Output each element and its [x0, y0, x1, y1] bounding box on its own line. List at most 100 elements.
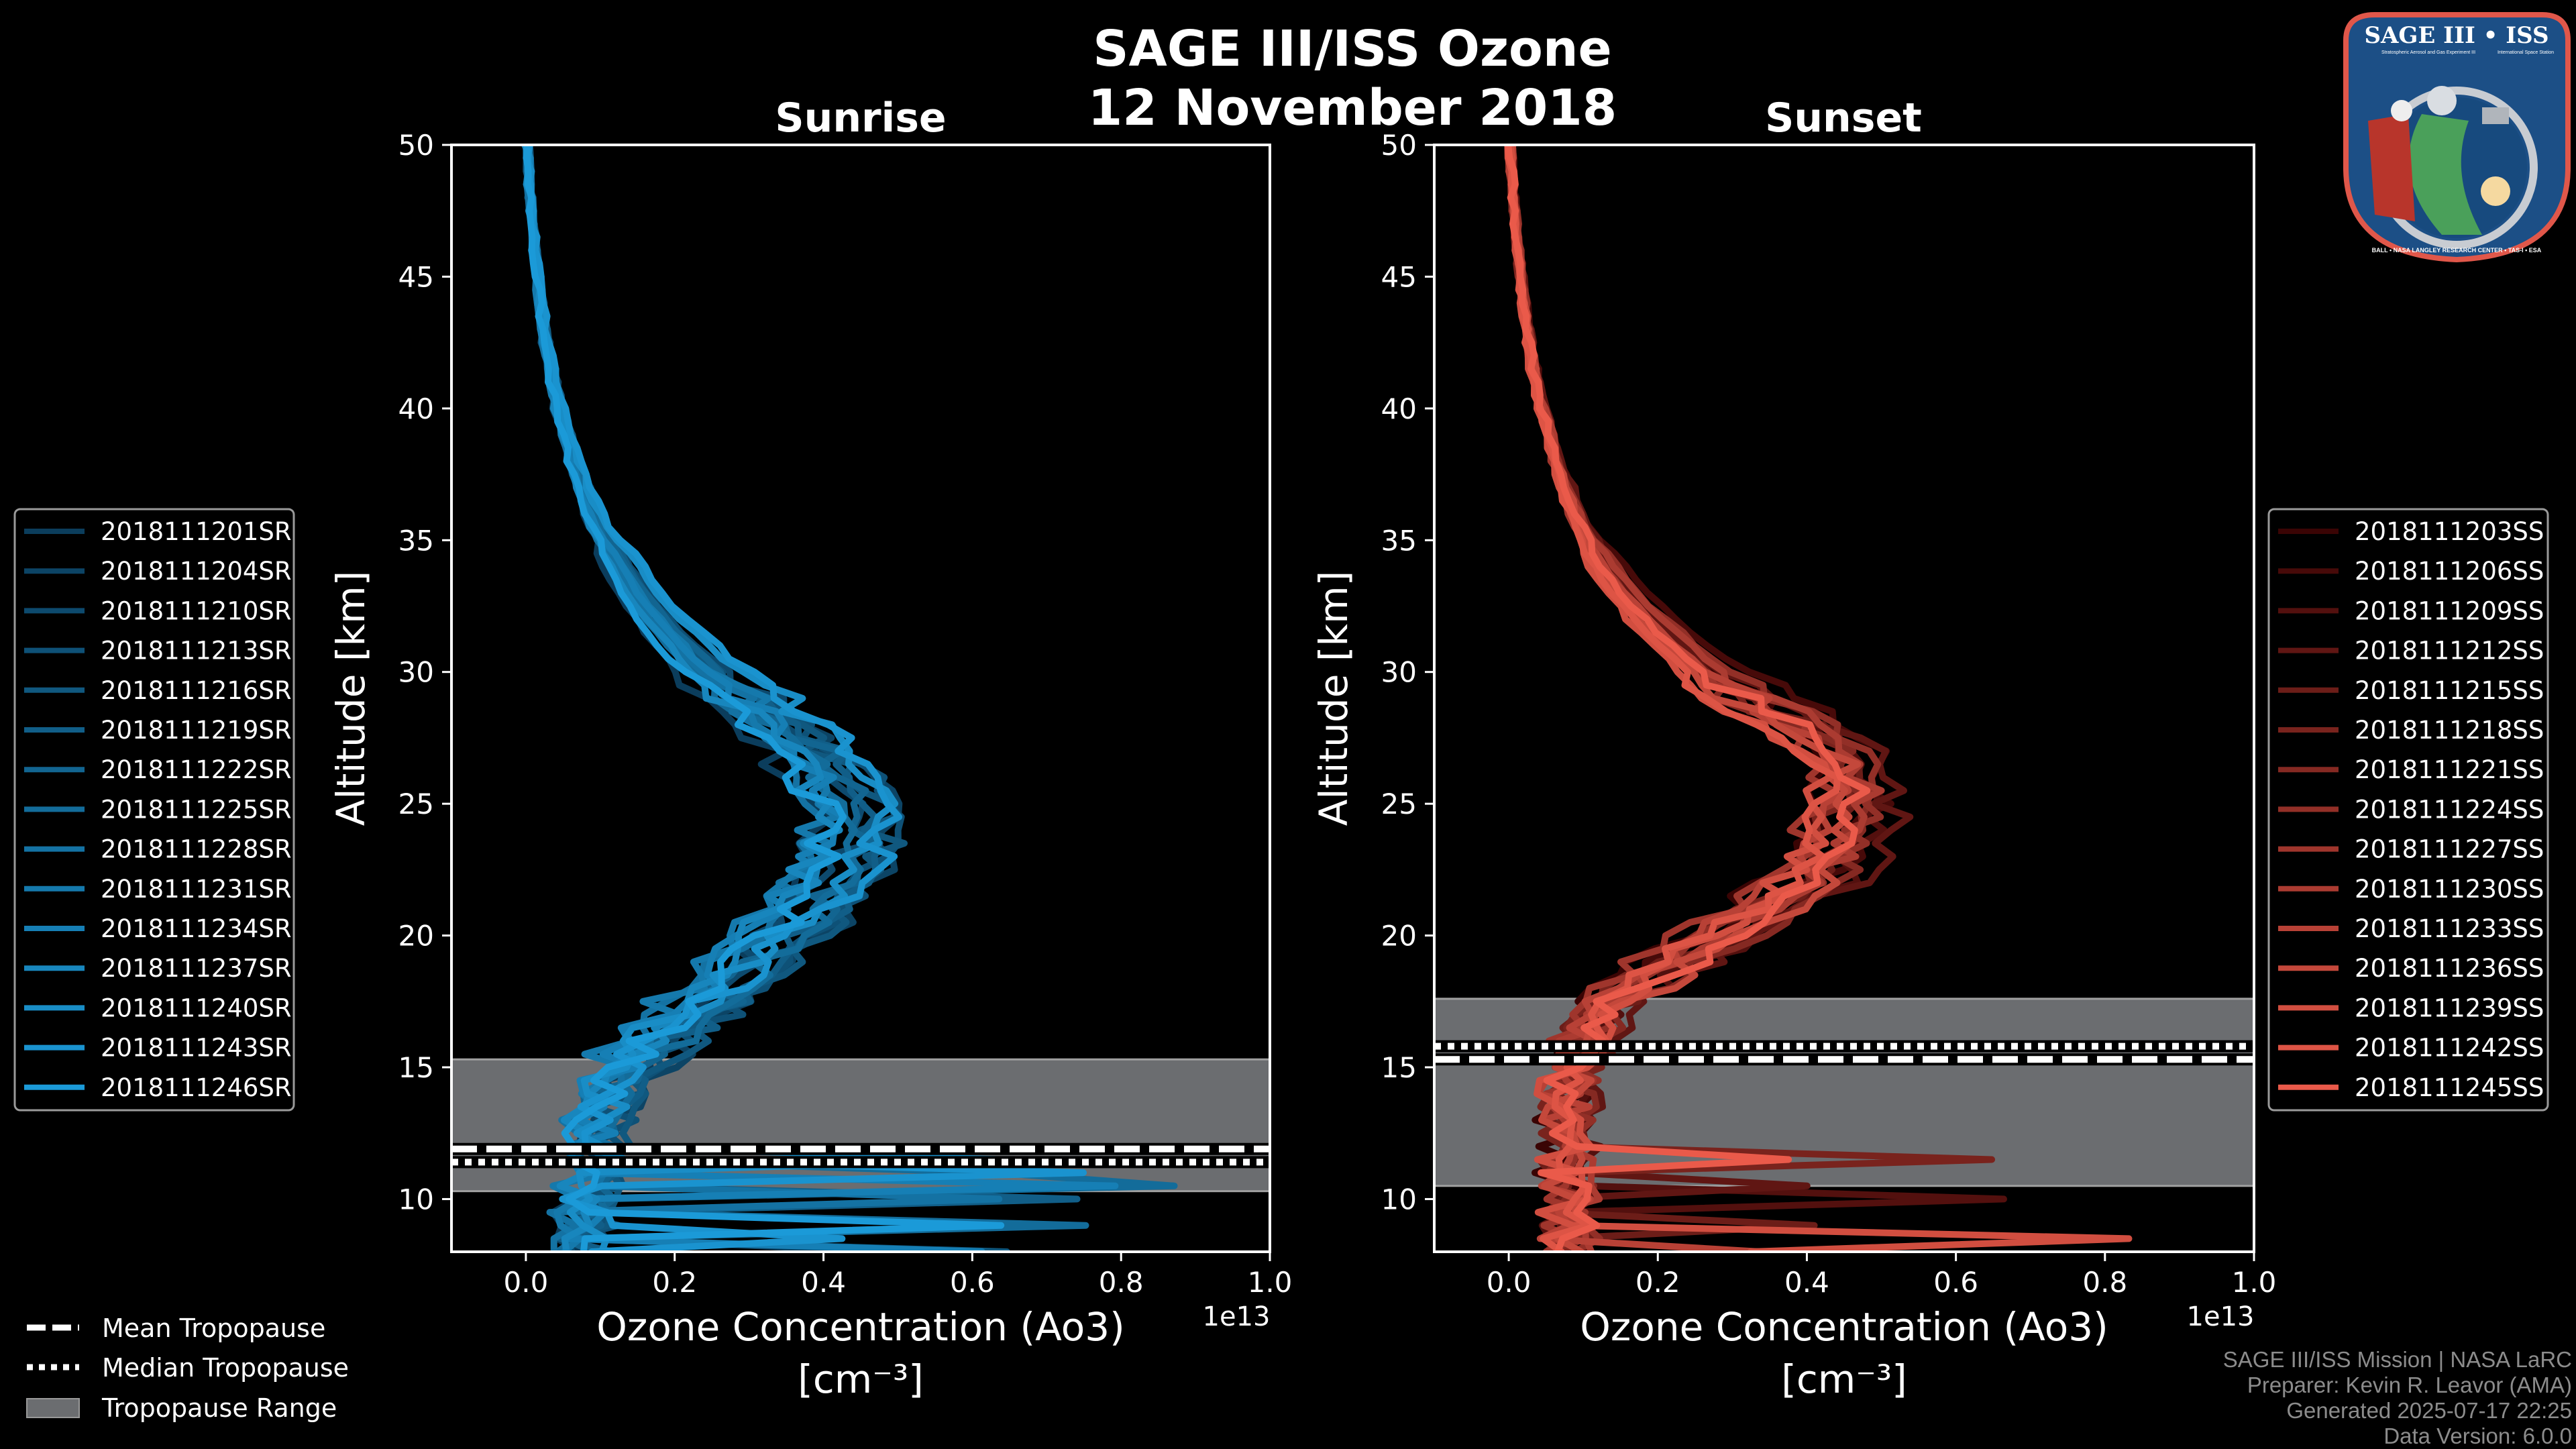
tropopause-range-label: Tropopause Range	[101, 1393, 337, 1423]
legend-label-2018111231SR: 2018111231SR	[101, 875, 292, 904]
profile-line-2018111245SS	[1505, 145, 1871, 1252]
sunrise-profiles	[521, 145, 1178, 1252]
legend-label-2018111206SS: 2018111206SS	[2355, 557, 2544, 586]
footer-generated: Generated 2025-07-17 22:25	[2286, 1398, 2572, 1423]
y-tick-label: 15	[398, 1051, 434, 1084]
legend-label-2018111212SS: 2018111212SS	[2355, 637, 2544, 665]
profile-line-2018111246SR	[523, 145, 1005, 1252]
legend-label-2018111237SR: 2018111237SR	[101, 954, 292, 983]
y-tick-label: 40	[398, 392, 434, 425]
y-tick-label: 35	[398, 524, 434, 557]
logo-subtext-1: Stratospheric Aerosol and Gas Experiment…	[2381, 50, 2475, 55]
y-tick-label: 50	[1381, 129, 1417, 162]
y-tick-label: 20	[1381, 920, 1417, 953]
x-tick-label: 0.4	[1784, 1266, 1829, 1299]
y-tick-label: 25	[1381, 788, 1417, 820]
legend-label-2018111246SR: 2018111246SR	[101, 1073, 292, 1102]
legend-label-2018111209SS: 2018111209SS	[2355, 596, 2544, 625]
figure-title-line1: SAGE III/ISS Ozone	[1093, 20, 1612, 78]
x-tick-label: 0.6	[1933, 1266, 1978, 1299]
x-tick-label: 0.2	[1635, 1266, 1680, 1299]
legend-label-2018111225SR: 2018111225SR	[101, 795, 292, 824]
legend-label-2018111240SR: 2018111240SR	[101, 994, 292, 1022]
footer-data-version: Data Version: 6.0.0	[2383, 1424, 2572, 1448]
legend-label-2018111216SR: 2018111216SR	[101, 676, 292, 705]
x-tick-label: 0.2	[652, 1266, 697, 1299]
median-tropopause-label: Median Tropopause	[102, 1353, 349, 1383]
y-tick-label: 45	[1381, 260, 1417, 293]
sunrise-x-offset-label: 1e13	[1203, 1301, 1271, 1332]
legend-label-2018111227SS: 2018111227SS	[2355, 835, 2544, 864]
x-tick-label: 0.6	[950, 1266, 995, 1299]
legend-label-2018111221SS: 2018111221SS	[2355, 755, 2544, 784]
legend-label-2018111204SR: 2018111204SR	[101, 557, 292, 586]
tropopause-legend: Mean Tropopause Median Tropopause Tropop…	[26, 1313, 349, 1423]
legend-label-2018111210SR: 2018111210SR	[101, 596, 292, 625]
x-tick-label: 1.0	[2232, 1266, 2277, 1299]
sunrise-axes-frame	[450, 144, 1271, 1253]
x-tick-label: 0.4	[801, 1266, 846, 1299]
footer-mission: SAGE III/ISS Mission | NASA LaRC	[2223, 1347, 2572, 1372]
mean-tropopause-label: Mean Tropopause	[102, 1313, 325, 1343]
y-tick-label: 20	[398, 920, 434, 953]
legend-label-2018111236SS: 2018111236SS	[2355, 954, 2544, 983]
x-tick-label: 0.0	[1487, 1266, 1532, 1299]
legend-label-2018111219SR: 2018111219SR	[101, 716, 292, 745]
sunset-series-legend: 2018111203SS 2018111206SS 2018111209SS 2018…	[2267, 508, 2549, 1112]
legend-label-2018111228SR: 2018111228SR	[101, 835, 292, 864]
legend-label-2018111239SS: 2018111239SS	[2355, 994, 2544, 1022]
legend-label-2018111234SR: 2018111234SR	[101, 914, 292, 943]
sunset-x-axis-label: Ozone Concentration (Ao3)	[1580, 1304, 2108, 1350]
legend-label-2018111213SR: 2018111213SR	[101, 637, 292, 665]
y-tick-label: 35	[1381, 524, 1417, 557]
legend-label-2018111243SR: 2018111243SR	[101, 1034, 292, 1063]
y-tick-label: 15	[1381, 1051, 1417, 1084]
logo-text: SAGE III • ISS	[2364, 22, 2548, 49]
sunset-axes-frame	[1433, 144, 2255, 1253]
sunset-panel-title: Sunset	[1765, 95, 1922, 142]
x-tick-label: 0.8	[2082, 1266, 2127, 1299]
sunset-x-offset-label: 1e13	[2187, 1301, 2255, 1332]
y-tick-label: 50	[398, 129, 434, 162]
legend-label-2018111218SS: 2018111218SS	[2355, 716, 2544, 745]
y-tick-label: 25	[398, 788, 434, 820]
sunset-panel: Sunset 0.0 0.2 0.4 0.6 0.8 1.0 10 15 20 25 30 35 40 45…	[1311, 95, 2549, 1402]
sunrise-y-axis-label: Altitude [km]	[328, 571, 374, 826]
footer-preparer: Preparer: Kevin R. Leavor (AMA)	[2247, 1373, 2572, 1397]
x-tick-label: 0.8	[1099, 1266, 1144, 1299]
legend-label-2018111201SR: 2018111201SR	[101, 517, 292, 546]
legend-frame	[2267, 508, 2549, 1112]
x-tick-label: 0.0	[504, 1266, 549, 1299]
legend-label-2018111215SS: 2018111215SS	[2355, 676, 2544, 705]
tropopause-range-swatch	[26, 1398, 80, 1418]
legend-label-2018111224SS: 2018111224SS	[2355, 795, 2544, 824]
y-tick-label: 40	[1381, 392, 1417, 425]
y-tick-label: 30	[398, 656, 434, 689]
legend-label-2018111203SS: 2018111203SS	[2355, 517, 2544, 546]
y-tick-label: 10	[398, 1183, 434, 1216]
sunrise-x-axis-units: [cm⁻³]	[798, 1356, 924, 1402]
legend-label-2018111245SS: 2018111245SS	[2355, 1073, 2544, 1102]
legend-label-2018111230SS: 2018111230SS	[2355, 875, 2544, 904]
sunrise-panel: Sunrise 0.0 0.2 0.4 0.6 0.8 1.0 10 15 20 25 30 35 40 4…	[13, 95, 1293, 1402]
sunset-y-axis-label: Altitude [km]	[1311, 571, 1356, 826]
legend-label-2018111233SS: 2018111233SS	[2355, 914, 2544, 943]
logo-bottom-text: BALL • NASA LANGLEY RESEARCH CENTER • TA…	[2372, 247, 2542, 254]
legend-label-2018111222SR: 2018111222SR	[101, 755, 292, 784]
legend-frame	[13, 508, 295, 1112]
footer-credits: SAGE III/ISS Mission | NASA LaRC Prepare…	[2223, 1347, 2572, 1448]
sunrise-panel-title: Sunrise	[775, 95, 946, 142]
legend-label-2018111242SS: 2018111242SS	[2355, 1034, 2544, 1063]
logo-subtext-2: International Space Station	[2498, 50, 2554, 55]
figure-title-line2: 12 November 2018	[1088, 79, 1617, 137]
y-tick-label: 10	[1381, 1183, 1417, 1216]
sunrise-series-legend: 2018111201SR 2018111204SR 2018111210SR 2018…	[13, 508, 295, 1112]
sunrise-x-axis-label: Ozone Concentration (Ao3)	[596, 1304, 1125, 1350]
y-tick-label: 30	[1381, 656, 1417, 689]
sage-iii-iss-mission-logo: SAGE III • ISS Stratospheric Aerosol and…	[2343, 12, 2571, 263]
x-tick-label: 1.0	[1248, 1266, 1293, 1299]
y-tick-label: 45	[398, 260, 434, 293]
sunset-x-axis-units: [cm⁻³]	[1781, 1356, 1907, 1402]
sunset-profiles	[1504, 145, 2133, 1252]
